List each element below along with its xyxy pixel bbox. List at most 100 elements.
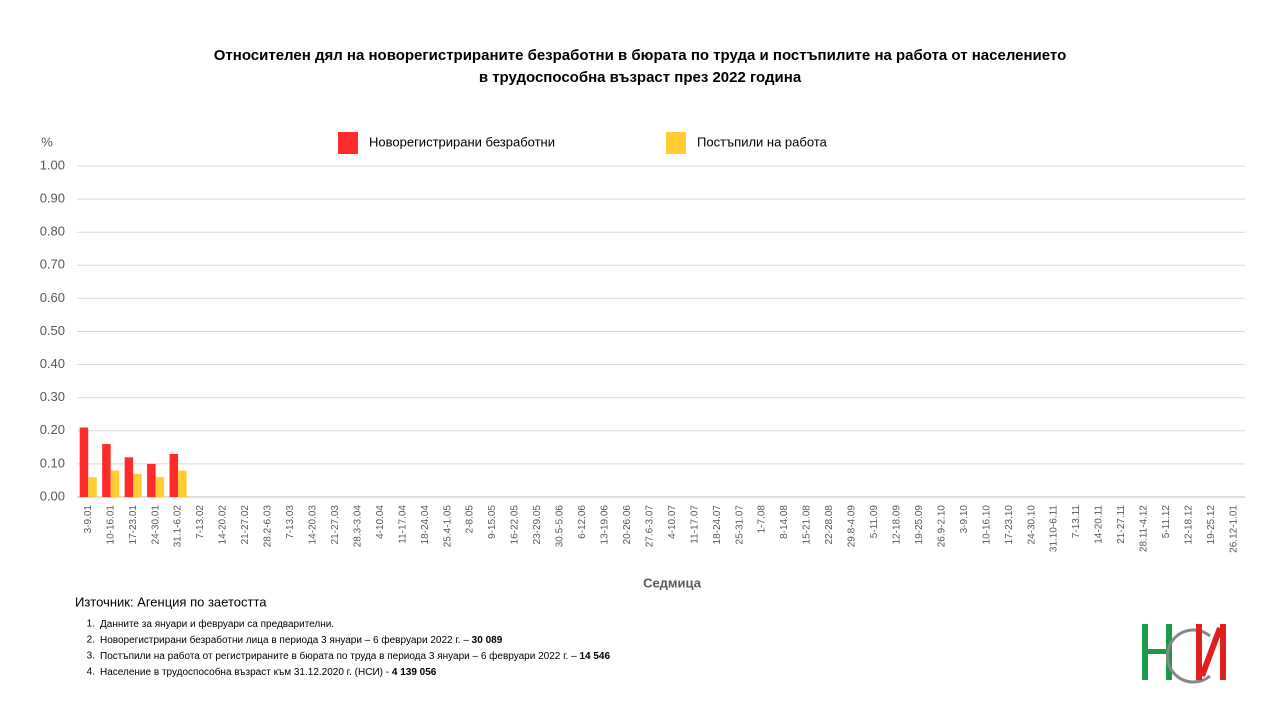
legend-swatch bbox=[666, 132, 686, 154]
note: Новорегистрирани безработни лица в перио… bbox=[100, 634, 503, 646]
x-tick-label: 4-10.04 bbox=[375, 505, 386, 539]
note-value: 30 089 bbox=[472, 635, 503, 646]
y-axis-label: % bbox=[41, 134, 53, 149]
x-tick-label: 31.1-6.02 bbox=[173, 505, 184, 548]
legend-label: Постъпили на работа bbox=[697, 134, 828, 149]
x-tick-label: 27.6-3.07 bbox=[644, 505, 655, 548]
y-tick-label: 0.40 bbox=[40, 356, 65, 371]
x-tick-label: 17-23.10 bbox=[1004, 505, 1015, 545]
note-number: 3. bbox=[87, 651, 95, 662]
chart-title: Относителен дял на новорегистрираните бе… bbox=[214, 47, 1066, 64]
y-tick-label: 0.60 bbox=[40, 290, 65, 305]
note-text: Население в трудоспособна възраст към 31… bbox=[100, 666, 389, 678]
x-tick-label: 16-22.05 bbox=[510, 505, 521, 545]
x-tick-label: 11-17.07 bbox=[689, 505, 700, 544]
bar bbox=[169, 453, 179, 497]
bar bbox=[124, 457, 134, 497]
bar bbox=[102, 444, 111, 497]
x-tick-label: 15-21.08 bbox=[802, 505, 813, 545]
bar bbox=[110, 470, 120, 497]
y-tick-label: 0.90 bbox=[40, 191, 65, 206]
x-tick-label: 12-18.09 bbox=[891, 505, 902, 545]
bar bbox=[133, 473, 142, 497]
x-axis-label: Седмица bbox=[643, 575, 702, 590]
x-tick-label: 21-27.02 bbox=[240, 505, 251, 545]
x-tick-label: 29.8-4.09 bbox=[847, 505, 858, 548]
x-tick-label: 3-9.10 bbox=[959, 505, 970, 534]
y-tick-label: 0.20 bbox=[40, 422, 65, 437]
x-tick-label: 19-25.09 bbox=[914, 505, 925, 545]
y-tick-label: 0.00 bbox=[40, 488, 65, 503]
x-tick-label: 19-25.12 bbox=[1206, 505, 1217, 545]
x-tick-label: 4-10.07 bbox=[667, 505, 678, 539]
bar bbox=[147, 463, 156, 497]
note: Данните за януари и февруари са предвари… bbox=[100, 618, 334, 630]
x-tick-label: 25.4-1.05 bbox=[442, 505, 453, 548]
y-tick-label: 1.00 bbox=[40, 157, 65, 172]
bar bbox=[155, 477, 165, 497]
logo-bar bbox=[1220, 624, 1226, 680]
x-tick-label: 20-26.06 bbox=[622, 505, 633, 545]
x-tick-label: 28.2-6.03 bbox=[263, 505, 274, 548]
y-tick-label: 0.10 bbox=[40, 455, 65, 470]
note-number: 1. bbox=[87, 619, 95, 630]
x-tick-label: 24-30.01 bbox=[150, 505, 161, 545]
x-tick-label: 30.5-5.06 bbox=[555, 505, 566, 548]
x-tick-label: 26.9-2.10 bbox=[936, 505, 947, 548]
x-tick-label: 6-12.06 bbox=[577, 505, 588, 539]
note-number: 2. bbox=[87, 635, 95, 646]
bar bbox=[88, 477, 97, 497]
x-tick-label: 10-16.10 bbox=[981, 505, 992, 545]
bar bbox=[79, 427, 89, 497]
source: Източник: Агенция по заетостта bbox=[75, 594, 267, 609]
x-tick-label: 2-8.05 bbox=[465, 505, 476, 534]
y-tick-label: 0.70 bbox=[40, 257, 65, 272]
x-tick-label: 31.10-6.11 bbox=[1049, 505, 1060, 553]
logo-bar bbox=[1199, 626, 1223, 678]
x-tick-label: 9-15.05 bbox=[487, 505, 498, 539]
x-tick-label: 17-23.01 bbox=[128, 505, 139, 545]
note-text: Данните за януари и февруари са предвари… bbox=[100, 618, 334, 630]
x-tick-label: 23-29.05 bbox=[532, 505, 543, 545]
note-value: 14 546 bbox=[579, 651, 610, 662]
x-tick-label: 7-13.03 bbox=[285, 505, 296, 539]
x-tick-label: 18-24.07 bbox=[712, 505, 723, 545]
x-tick-label: 28.3-3.04 bbox=[352, 505, 363, 548]
x-tick-label: 5-11.09 bbox=[869, 505, 880, 539]
x-tick-label: 14-20.11 bbox=[1094, 505, 1105, 544]
note-value: 4 139 056 bbox=[392, 667, 437, 678]
logo bbox=[1142, 624, 1226, 684]
x-tick-label: 22-28.08 bbox=[824, 505, 835, 545]
y-tick-label: 0.30 bbox=[40, 389, 65, 404]
legend-swatch bbox=[338, 132, 358, 154]
note-text: Новорегистрирани безработни лица в перио… bbox=[100, 634, 469, 646]
logo-arc bbox=[1165, 628, 1211, 684]
chart-title: в трудоспособна възраст през 2022 година bbox=[479, 69, 802, 86]
logo-bar bbox=[1142, 649, 1172, 654]
x-tick-label: 12-18.12 bbox=[1183, 505, 1194, 545]
x-tick-label: 13-19.06 bbox=[599, 505, 610, 545]
x-tick-label: 3-9.01 bbox=[83, 505, 94, 534]
note: Постъпили на работа от регистрираните в … bbox=[100, 650, 610, 662]
x-tick-label: 10-16.01 bbox=[105, 505, 116, 545]
x-tick-label: 7-13.02 bbox=[195, 505, 206, 539]
x-tick-label: 11-17.04 bbox=[397, 505, 408, 544]
y-tick-label: 0.80 bbox=[40, 224, 65, 239]
x-tick-label: 5-11.12 bbox=[1161, 505, 1172, 539]
x-tick-label: 26.12-1.01 bbox=[1228, 505, 1239, 553]
x-tick-label: 25-31.07 bbox=[734, 505, 745, 545]
y-tick-label: 0.50 bbox=[40, 323, 65, 338]
note-text: Постъпили на работа от регистрираните в … bbox=[100, 650, 577, 662]
x-tick-label: 1-7.08 bbox=[757, 505, 768, 534]
x-tick-label: 14-20.03 bbox=[307, 505, 318, 545]
note-number: 4. bbox=[87, 667, 95, 678]
x-tick-label: 7-13.11 bbox=[1071, 505, 1082, 539]
legend-label: Новорегистрирани безработни bbox=[369, 134, 555, 149]
x-tick-label: 24-30.10 bbox=[1026, 505, 1037, 545]
x-tick-label: 21-27.03 bbox=[330, 505, 341, 545]
x-tick-label: 18-24.04 bbox=[420, 505, 431, 545]
note: Население в трудоспособна възраст към 31… bbox=[100, 666, 437, 678]
logo-bar bbox=[1196, 624, 1202, 680]
x-tick-label: 21-27.11 bbox=[1116, 505, 1127, 544]
